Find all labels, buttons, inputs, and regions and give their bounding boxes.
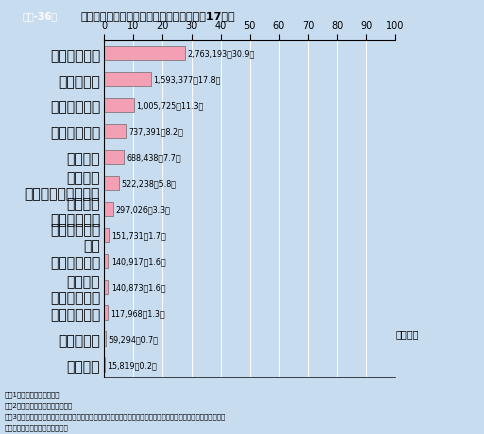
Bar [104,228,108,243]
Text: 1,005,725（11.3）: 1,005,725（11.3） [136,102,203,110]
Text: 2　高速自動車国道分を含む。: 2 高速自動車国道分を含む。 [5,401,73,408]
Text: 59,294（0.7）: 59,294（0.7） [108,334,158,343]
Text: 737,391（8.2）: 737,391（8.2） [128,127,182,136]
Bar [104,254,108,268]
Bar [104,99,133,113]
Bar [104,202,113,217]
Text: （万件）: （万件） [394,328,418,338]
Text: 注　1　警察庁資料による。: 注 1 警察庁資料による。 [5,391,60,397]
Text: 297,026（3.3）: 297,026（3.3） [115,205,170,214]
Text: 140,917（1.6）: 140,917（1.6） [110,256,165,266]
Text: 688,438（7.7）: 688,438（7.7） [126,153,181,162]
Text: 交通違反取締り（送致・告知）件数（平成17年）: 交通違反取締り（送致・告知）件数（平成17年） [80,11,234,21]
Bar [104,125,125,139]
Text: 1,593,377（17.8）: 1,593,377（17.8） [152,76,220,85]
Text: 3　（　）内の数値は，車両等（軽車両を除く。）の道路交通法違反（罰則付違反）取締り件数に占める当該違: 3 （ ）内の数値は，車両等（軽車両を除く。）の道路交通法違反（罰則付違反）取締… [5,412,226,419]
Bar [104,332,106,346]
Text: 2,763,193（30.9）: 2,763,193（30.9） [187,49,254,59]
Text: 15,819（0.2）: 15,819（0.2） [107,360,156,369]
Text: 151,731（1.7）: 151,731（1.7） [111,231,166,240]
Text: 522,238（5.8）: 522,238（5.8） [121,179,177,188]
Text: 117,968（1.3）: 117,968（1.3） [110,309,165,317]
Text: 140,873（1.6）: 140,873（1.6） [110,283,165,292]
Bar [104,73,151,87]
Text: 反の割合（％）を示す。: 反の割合（％）を示す。 [5,423,68,430]
Bar [104,176,119,191]
Bar [104,280,108,294]
Text: 第１-36図: 第１-36図 [22,11,58,21]
Bar [104,151,124,165]
Bar [104,306,107,320]
Bar [104,47,184,61]
